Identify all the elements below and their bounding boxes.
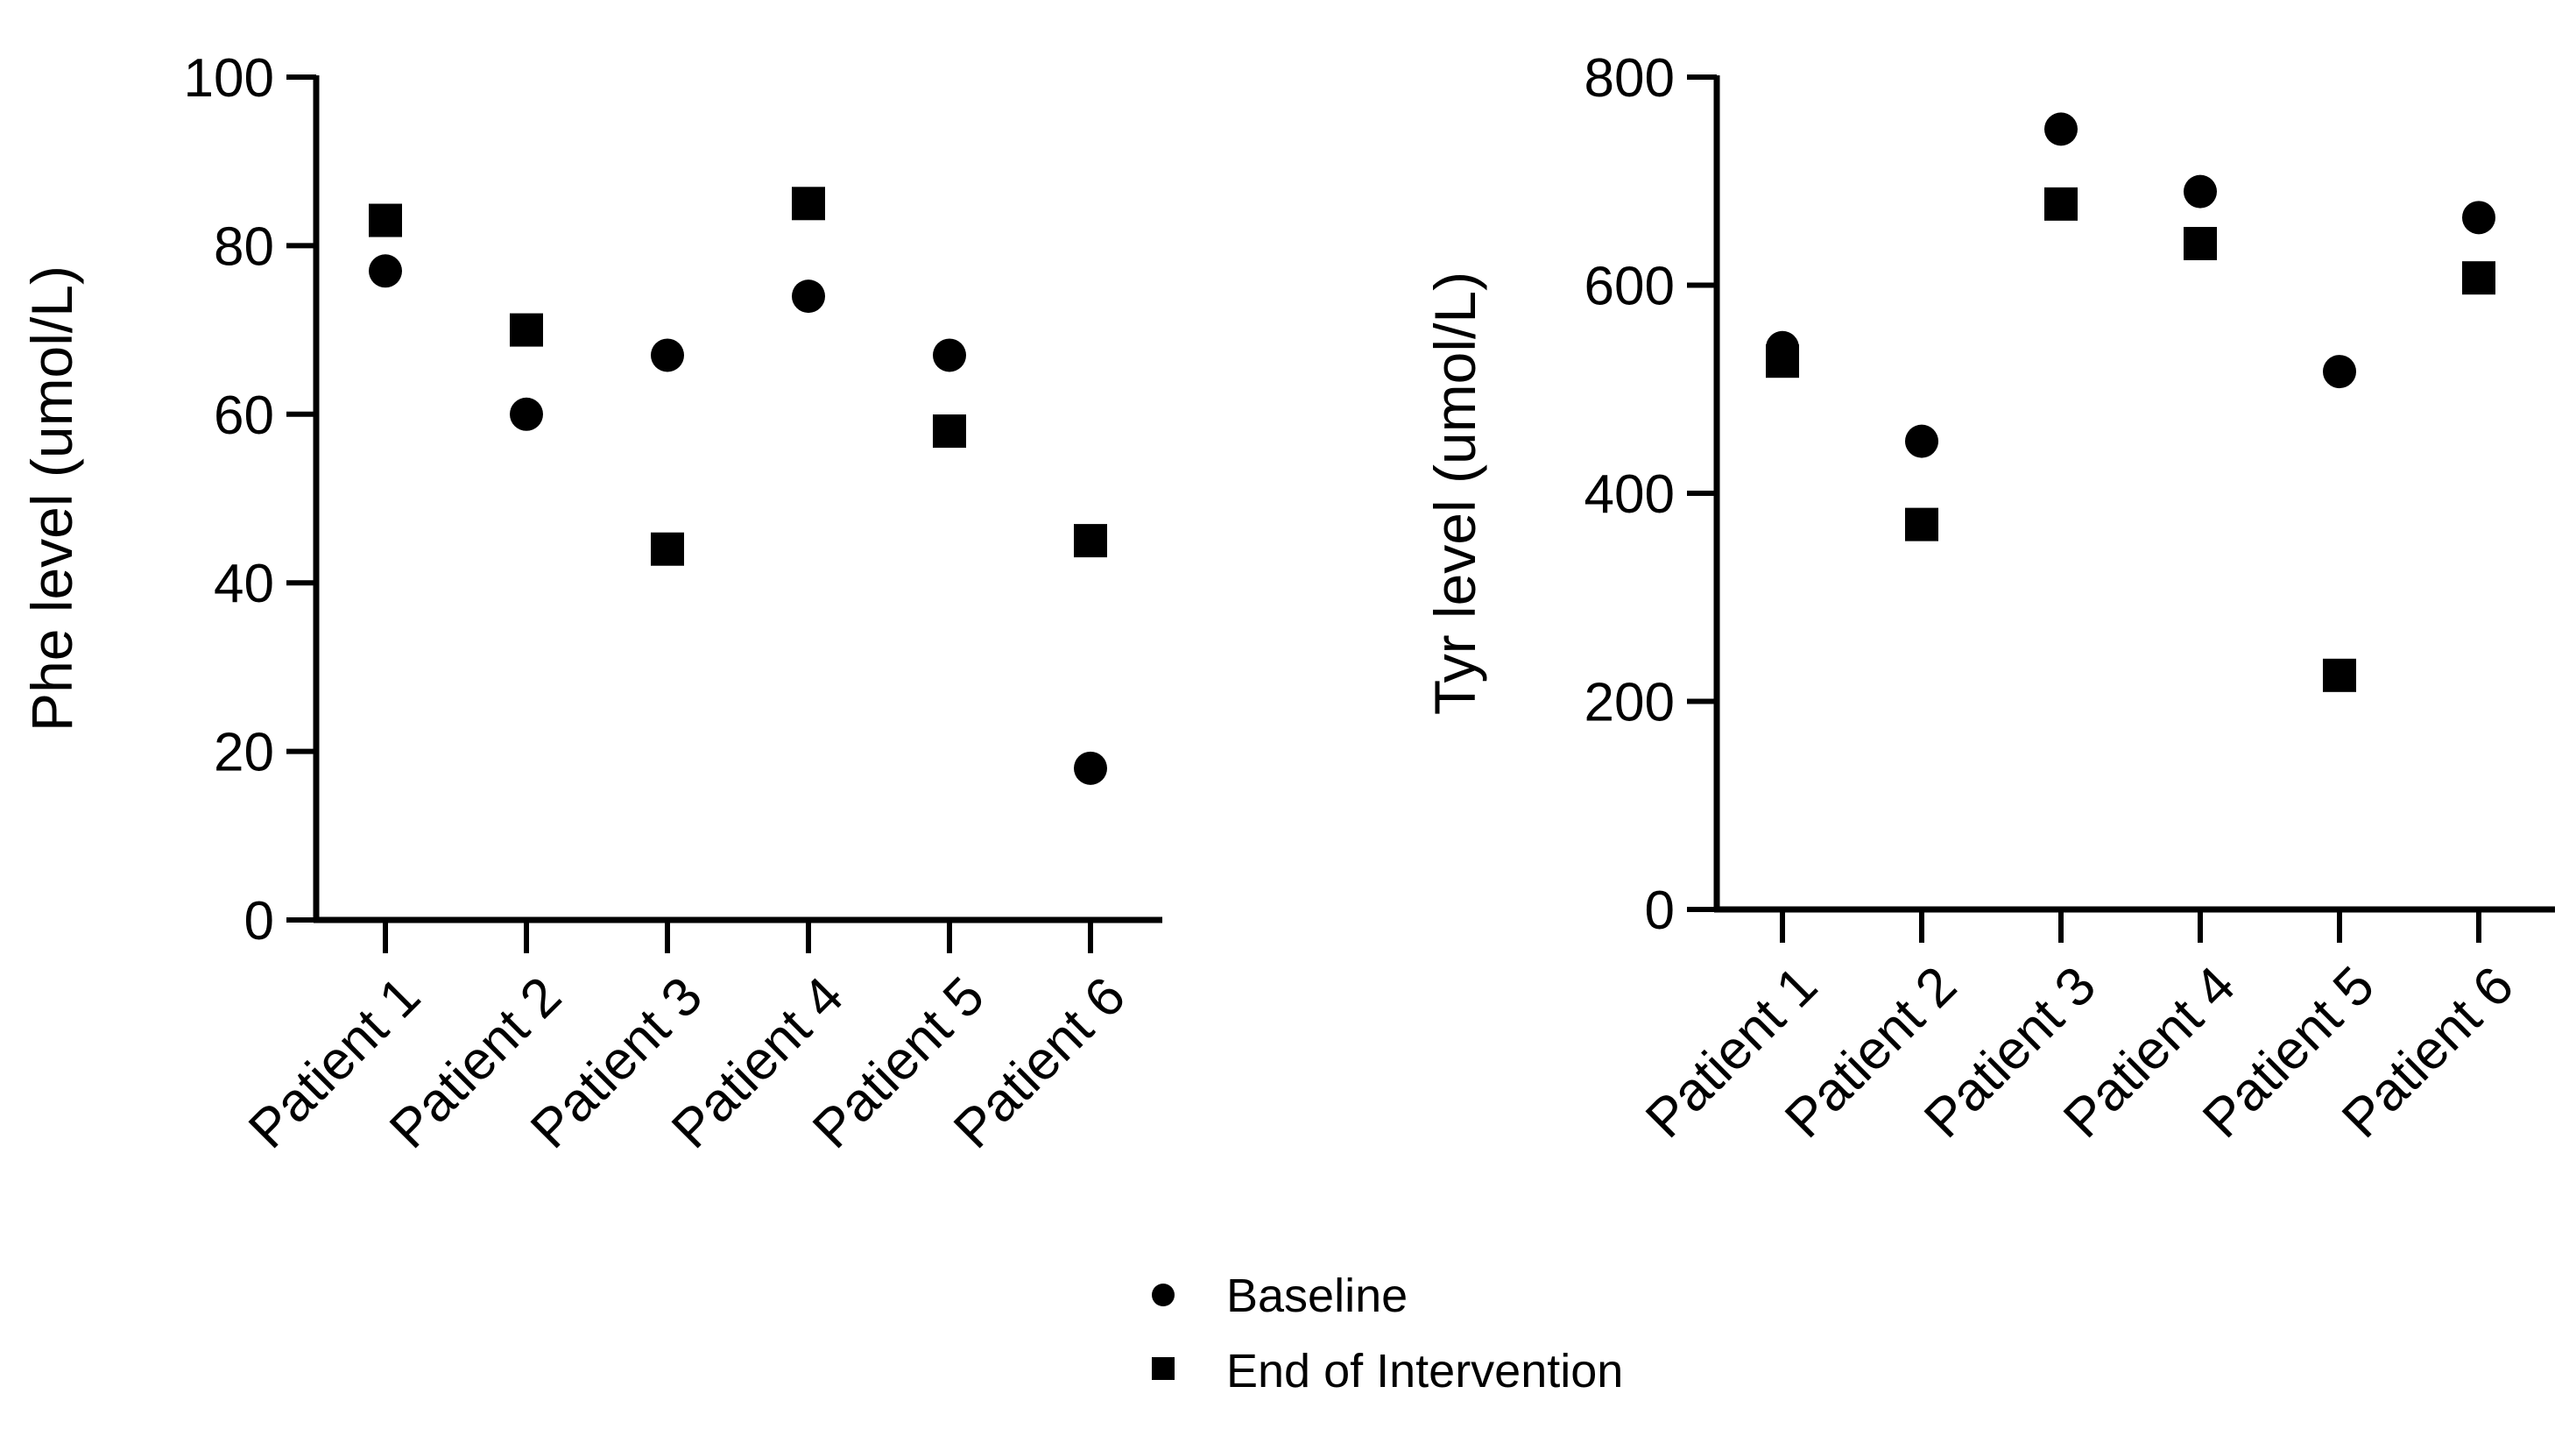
y-tick-label: 80 xyxy=(214,216,274,277)
end-of-intervention-point-patient-3 xyxy=(651,532,684,566)
legend-label-end-of-intervention: End of Intervention xyxy=(1226,1345,1623,1397)
end-of-intervention-point-patient-5 xyxy=(933,414,966,449)
end-of-intervention-point-patient-6 xyxy=(2462,261,2495,295)
baseline-point-patient-2 xyxy=(1905,424,1938,458)
y-tick-label: 600 xyxy=(1584,257,1675,317)
baseline-point-patient-2 xyxy=(510,397,543,431)
y-axis-title: Phe level (umol/L) xyxy=(19,265,84,732)
baseline-point-patient-5 xyxy=(2323,355,2356,389)
end-of-intervention-point-patient-1 xyxy=(1766,344,1799,378)
y-tick-label: 400 xyxy=(1584,464,1675,525)
baseline-point-patient-3 xyxy=(2044,112,2078,146)
legend-label-baseline: Baseline xyxy=(1226,1270,1408,1322)
legend-item-end-of-intervention: End of Intervention xyxy=(1152,1345,1623,1397)
baseline-point-patient-4 xyxy=(792,279,825,314)
y-axis-title: Tyr level (umol/L) xyxy=(1422,272,1487,715)
end-of-intervention-point-patient-4 xyxy=(2184,227,2217,260)
end-of-intervention-point-patient-2 xyxy=(510,313,543,347)
legend-marker-square xyxy=(1152,1357,1175,1380)
y-tick-label: 20 xyxy=(214,723,274,783)
y-tick-label: 200 xyxy=(1584,673,1675,733)
baseline-point-patient-4 xyxy=(2184,174,2217,209)
end-of-intervention-point-patient-5 xyxy=(2323,658,2356,692)
end-of-intervention-point-patient-6 xyxy=(1074,524,1107,558)
legend: Baseline End of Intervention xyxy=(1152,1270,1623,1397)
baseline-point-patient-6 xyxy=(1074,751,1107,785)
end-of-intervention-point-patient-3 xyxy=(2044,187,2078,221)
baseline-point-patient-3 xyxy=(651,338,684,372)
end-of-intervention-point-patient-4 xyxy=(792,187,825,221)
end-of-intervention-point-patient-1 xyxy=(369,203,402,237)
legend-item-baseline: Baseline xyxy=(1152,1270,1408,1322)
y-tick-label: 0 xyxy=(1645,881,1675,941)
baseline-point-patient-5 xyxy=(933,338,966,372)
legend-marker-circle xyxy=(1152,1284,1175,1306)
y-tick-label: 0 xyxy=(244,891,274,951)
baseline-point-patient-1 xyxy=(369,254,402,288)
y-tick-label: 40 xyxy=(214,554,274,614)
end-of-intervention-point-patient-2 xyxy=(1905,507,1938,541)
baseline-point-patient-6 xyxy=(2462,201,2495,235)
y-tick-label: 60 xyxy=(214,386,274,446)
y-tick-label: 800 xyxy=(1584,48,1675,109)
y-tick-label: 100 xyxy=(184,48,274,109)
